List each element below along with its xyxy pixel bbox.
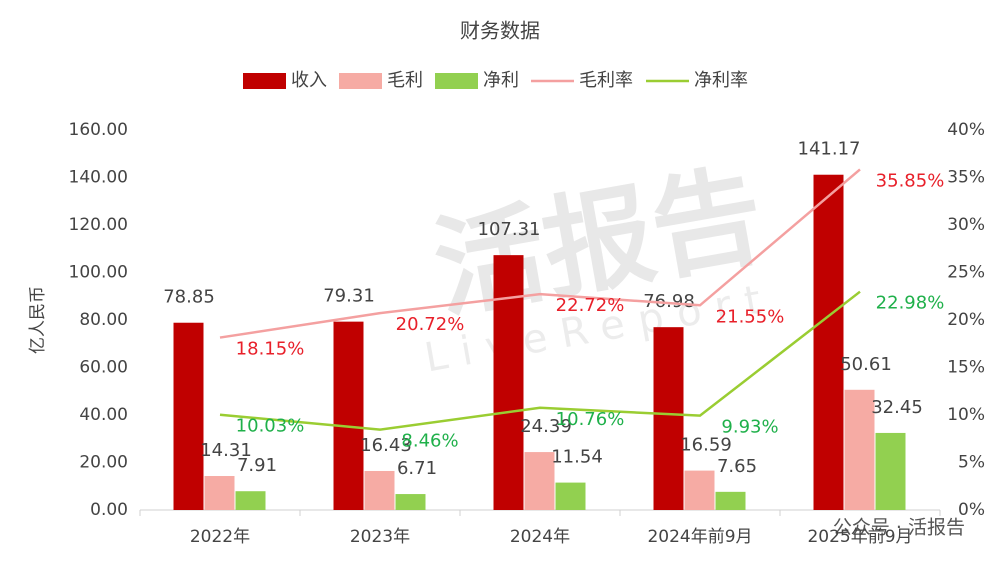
legend-swatch: [243, 73, 286, 89]
line-label: 35.85%: [876, 170, 945, 191]
bar-label: 14.31: [200, 440, 252, 461]
line-label: 22.98%: [876, 293, 945, 314]
legend-label: 毛利率: [579, 70, 633, 91]
y-tick-label: 120.00: [69, 215, 128, 235]
y-tick-label: 100.00: [69, 263, 128, 283]
legend-label: 收入: [291, 70, 327, 91]
bar: [715, 491, 746, 510]
bar: [813, 174, 844, 510]
x-tick-label: 2024年: [510, 527, 570, 547]
bar: [844, 389, 875, 510]
y2-tick-label: 40%: [947, 120, 985, 140]
y2-tick-label: 10%: [947, 405, 985, 425]
x-tick-label: 2023年: [350, 527, 410, 547]
line-label: 9.93%: [721, 417, 778, 438]
y2-tick-label: 30%: [947, 215, 985, 235]
y2-tick-label: 0%: [958, 500, 985, 520]
line-label: 20.72%: [396, 314, 465, 335]
bar-label: 7.65: [717, 456, 757, 477]
bar-label: 141.17: [798, 139, 861, 160]
x-tick-label: 2025年前9月: [807, 527, 912, 547]
legend-swatch: [339, 73, 382, 89]
bar-label: 79.31: [323, 286, 375, 307]
bar: [875, 432, 906, 510]
line-label: 8.46%: [401, 431, 458, 452]
bar-label: 16.59: [680, 435, 732, 456]
y2-tick-label: 25%: [947, 263, 985, 283]
legend-label: 毛利: [387, 70, 423, 91]
bar-label: 6.71: [397, 458, 437, 479]
bar: [364, 470, 395, 510]
bar-label: 11.54: [551, 447, 603, 468]
line-label: 10.76%: [556, 409, 625, 430]
chart-title: 财务数据: [460, 19, 540, 43]
line-label: 22.72%: [556, 295, 625, 316]
line: [219, 290, 861, 431]
bar-label: 32.45: [871, 397, 923, 418]
y-tick-label: 80.00: [79, 310, 128, 330]
bar: [333, 321, 364, 510]
bar-label: 24.39: [520, 416, 572, 437]
line-label: 21.55%: [716, 306, 785, 327]
bar: [524, 452, 555, 510]
legend-label: 净利: [483, 70, 519, 91]
bar-label: 50.61: [840, 354, 892, 375]
y-tick-label: 160.00: [69, 120, 128, 140]
bar: [395, 494, 426, 510]
y2-tick-label: 5%: [958, 453, 985, 473]
line: [219, 168, 861, 339]
source: 公众号 · 活报告: [833, 517, 965, 539]
bar: [235, 491, 266, 510]
line-label: 10.03%: [236, 416, 305, 437]
y-tick-label: 40.00: [79, 405, 128, 425]
x-tick-label: 2024年前9月: [647, 527, 752, 547]
bar-label: 16.43: [360, 435, 412, 456]
bar: [173, 322, 204, 510]
x-tick-label: 2022年: [190, 527, 250, 547]
y-tick-label: 60.00: [79, 358, 128, 378]
y-tick-label: 140.00: [69, 168, 128, 188]
y2-tick-label: 20%: [947, 310, 985, 330]
bar-label: 76.98: [643, 291, 695, 312]
y2-tick-label: 35%: [947, 168, 985, 188]
bar-label: 78.85: [163, 287, 215, 308]
y-tick-label: 20.00: [79, 453, 128, 473]
bar-label: 107.31: [478, 219, 541, 240]
bar-label: 7.91: [237, 455, 277, 476]
bar: [653, 327, 684, 510]
line-label: 18.15%: [236, 339, 305, 360]
legend-swatch: [435, 73, 478, 89]
bar: [493, 255, 524, 510]
y-tick-label: 0.00: [90, 500, 128, 520]
bar: [555, 482, 586, 510]
bar: [204, 476, 235, 510]
bar: [684, 470, 715, 510]
legend-label: 净利率: [694, 70, 748, 91]
y2-tick-label: 15%: [947, 358, 985, 378]
y-axis-label: 亿人民币: [28, 286, 48, 354]
